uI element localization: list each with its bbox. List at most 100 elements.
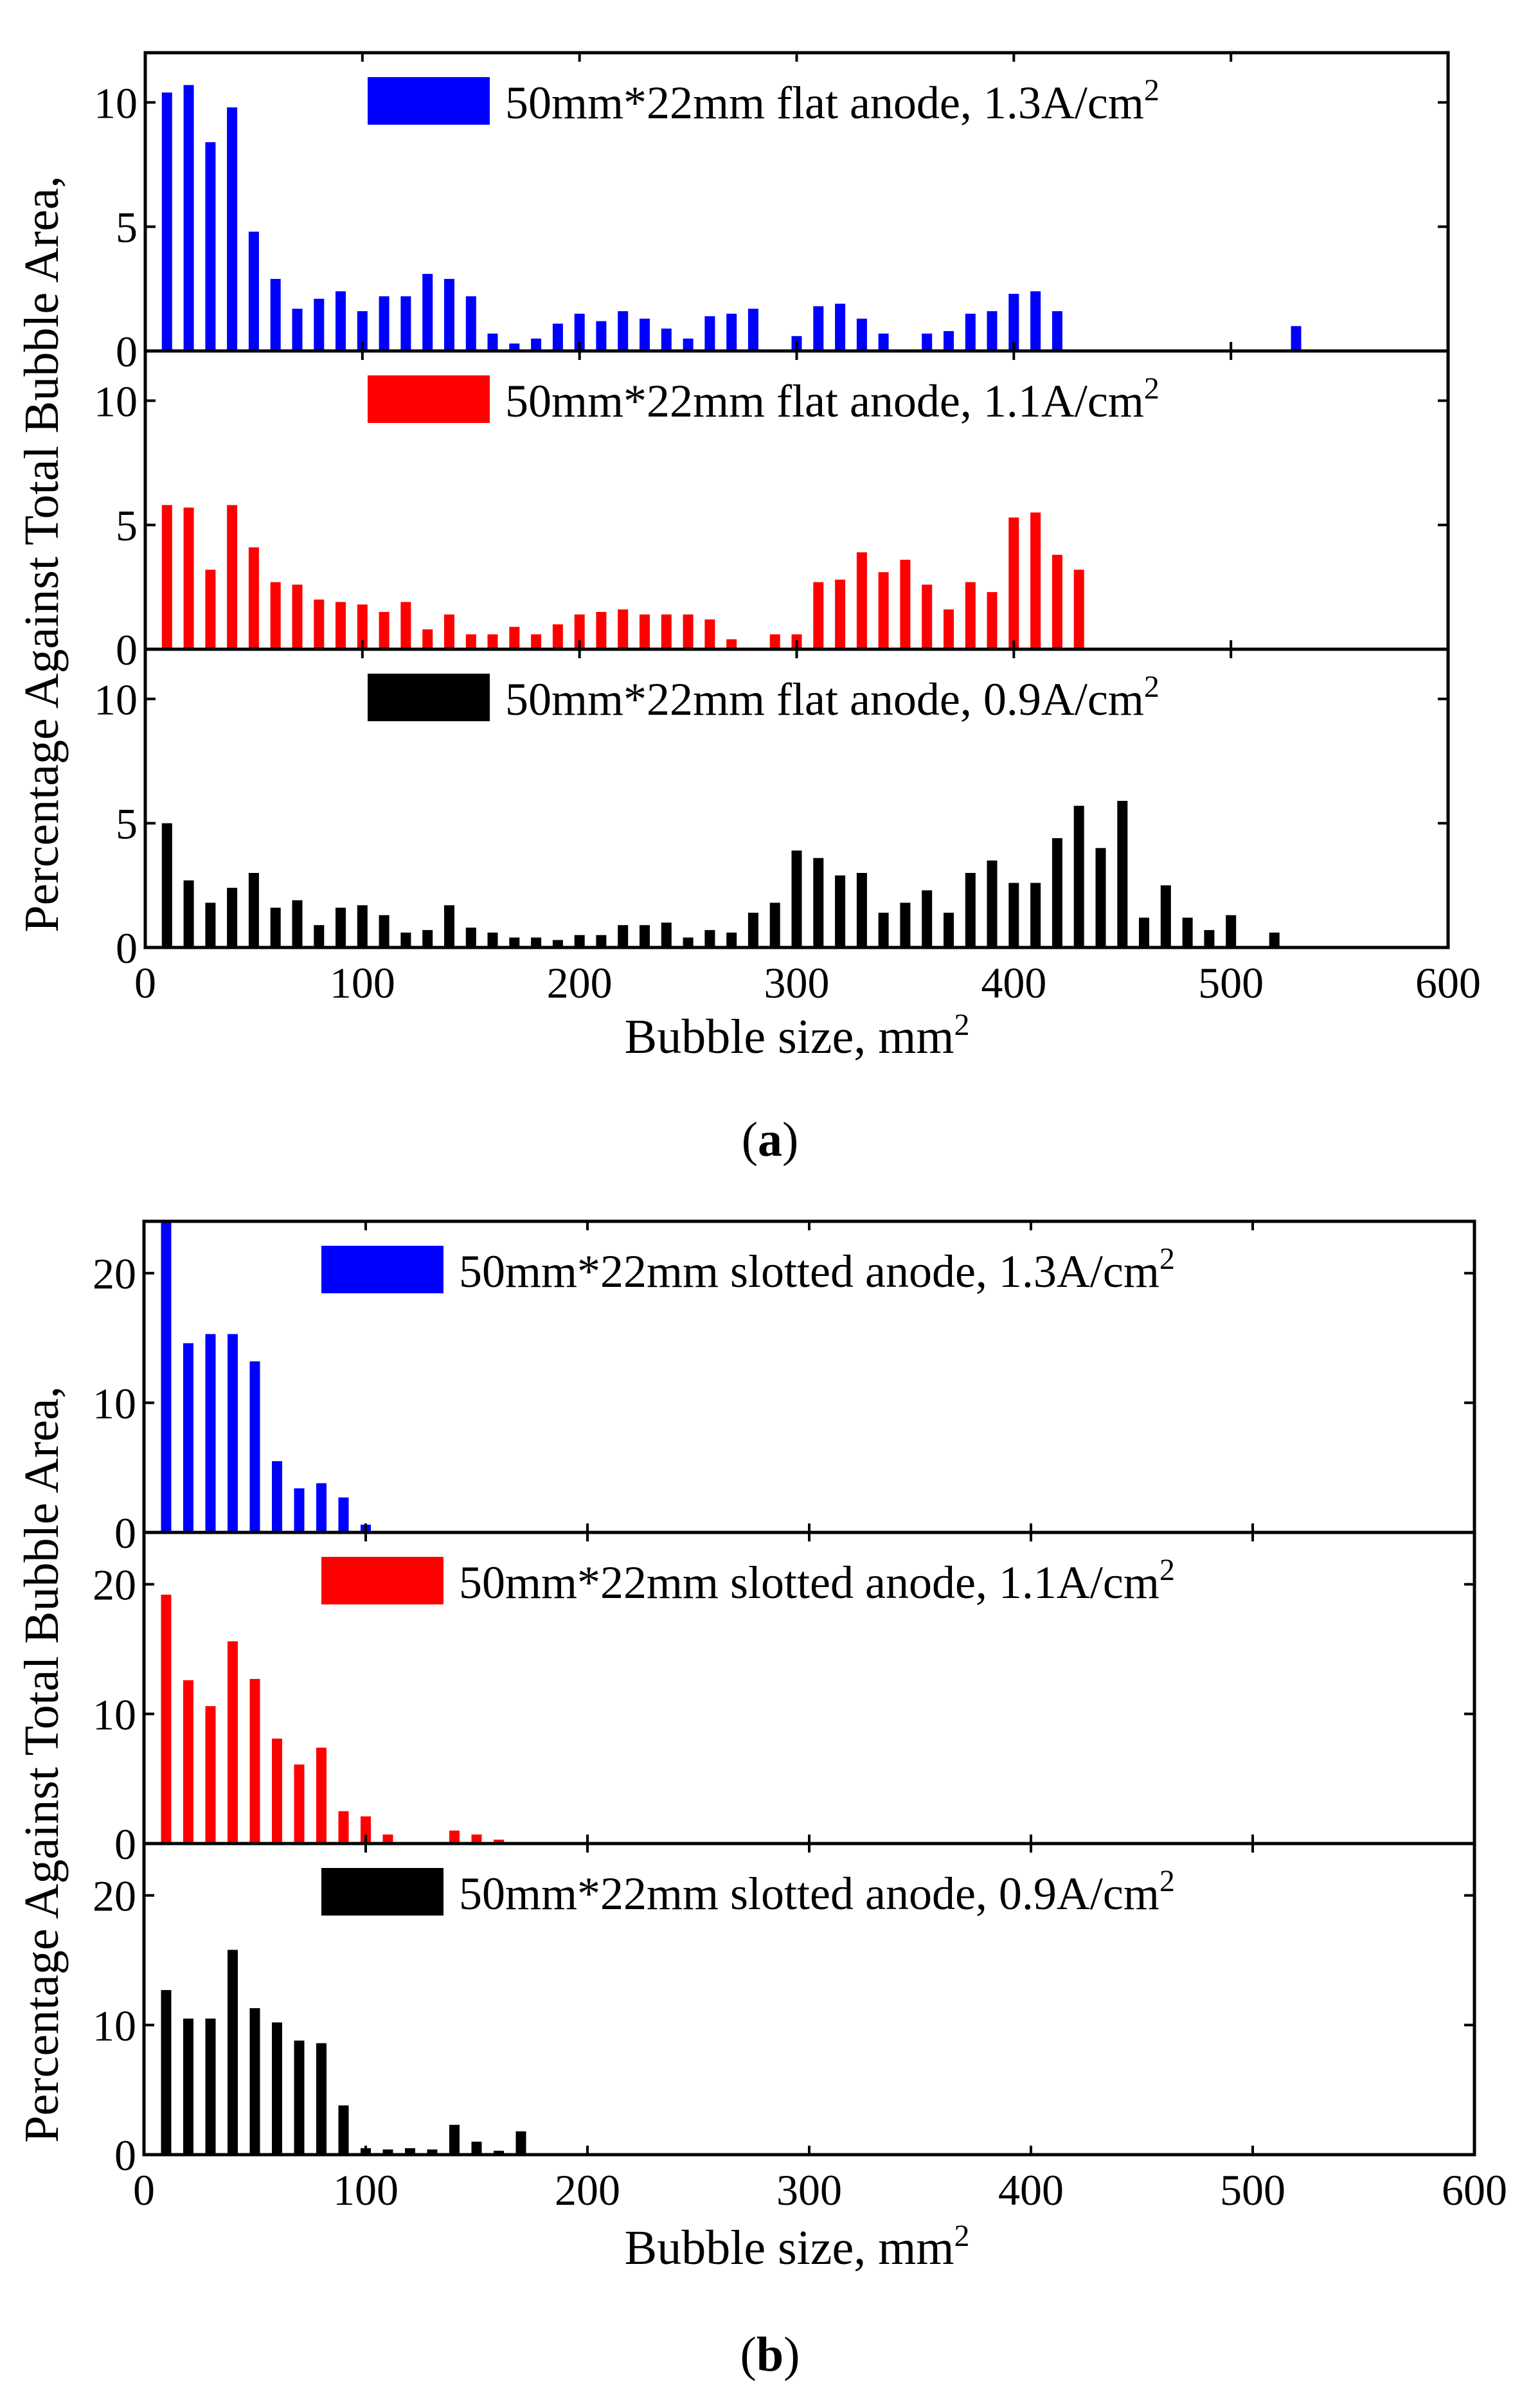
bar xyxy=(944,912,954,947)
bar xyxy=(292,584,303,649)
x-tick-label: 100 xyxy=(333,2166,398,2214)
bar xyxy=(336,602,346,649)
caption-letter: a xyxy=(758,1113,782,1167)
bar xyxy=(249,1361,260,1532)
x-tick-label: 0 xyxy=(134,958,156,1007)
bar xyxy=(494,1839,504,1844)
bar xyxy=(294,2040,305,2155)
legend-label: 50mm*22mm slotted anode, 1.1A/cm2 xyxy=(459,1553,1175,1608)
bar xyxy=(465,928,476,947)
bar xyxy=(422,629,433,649)
bar xyxy=(161,505,172,649)
y-axis-title: Percentage Against Total Bubble Area, xyxy=(15,1386,69,2142)
bar xyxy=(338,1811,349,1844)
bar xyxy=(292,900,303,947)
bar xyxy=(205,1706,216,1844)
bar xyxy=(965,873,976,947)
bar xyxy=(465,634,476,649)
y-tick-label: 0 xyxy=(114,1820,136,1869)
y-tick-label: 5 xyxy=(116,501,138,550)
bar xyxy=(248,547,259,649)
bar xyxy=(248,231,259,351)
legend-label: 50mm*22mm flat anode, 0.9A/cm2 xyxy=(505,670,1159,725)
bar xyxy=(618,609,629,649)
bar xyxy=(509,343,520,351)
y-tick-label: 10 xyxy=(94,377,138,426)
legend-label-superscript: 2 xyxy=(1159,1242,1175,1276)
bar xyxy=(336,291,346,351)
bar xyxy=(813,857,824,947)
bar xyxy=(596,321,607,351)
bar xyxy=(661,922,672,947)
bar xyxy=(314,925,325,947)
bar xyxy=(205,142,216,351)
bar xyxy=(1269,932,1280,947)
bar xyxy=(878,333,889,351)
legend-label-main: 50mm*22mm slotted anode, 1.3A/cm xyxy=(459,1246,1159,1297)
bar xyxy=(1052,311,1062,351)
bar xyxy=(987,860,998,947)
x-tick-label: 500 xyxy=(1198,958,1264,1007)
bar xyxy=(314,298,325,351)
bar xyxy=(596,612,607,649)
bar xyxy=(856,873,867,947)
legend-label: 50mm*22mm slotted anode, 0.9A/cm2 xyxy=(459,1864,1175,1919)
bar xyxy=(552,624,563,649)
legend-swatch xyxy=(321,1868,443,1916)
bar xyxy=(487,333,498,351)
legend-label-superscript: 2 xyxy=(1159,1864,1175,1898)
bar xyxy=(422,929,433,947)
bar xyxy=(427,2149,438,2155)
bar xyxy=(183,507,194,649)
bar xyxy=(444,614,454,649)
bar xyxy=(900,902,911,947)
bar xyxy=(400,932,411,947)
bar xyxy=(338,1497,349,1532)
bar xyxy=(704,316,715,351)
bar xyxy=(294,1764,305,1844)
bar xyxy=(1291,326,1302,351)
bar xyxy=(183,1680,193,1844)
panel-slotted-0.9: 0 10 20 50mm*22mm slotted anode, 0.9A/cm2 xyxy=(93,1842,1476,2180)
bar xyxy=(471,1834,482,1844)
bar xyxy=(183,85,194,352)
bar xyxy=(227,107,238,351)
bar xyxy=(922,890,933,947)
y-tick-label: 10 xyxy=(93,1379,136,1428)
caption-b: (b) xyxy=(740,2328,800,2382)
bar xyxy=(596,935,607,947)
bar xyxy=(161,1221,172,1532)
bar xyxy=(1008,883,1019,947)
legend-label-superscript: 2 xyxy=(1159,1553,1175,1587)
bar xyxy=(769,902,780,947)
x-axis-title: Bubble size, mm2 xyxy=(625,2219,970,2275)
bar xyxy=(835,875,846,947)
bar xyxy=(272,2022,282,2155)
bar xyxy=(531,338,542,351)
x-tick-label: 100 xyxy=(330,958,395,1007)
caption-letter: b xyxy=(757,2328,783,2382)
bar xyxy=(835,303,846,351)
bar xyxy=(661,328,672,351)
y-tick-label: 10 xyxy=(93,2001,136,2050)
bar xyxy=(205,570,216,649)
bar xyxy=(1139,917,1149,947)
bar xyxy=(683,338,694,351)
bar xyxy=(227,505,238,649)
bar xyxy=(249,2008,260,2155)
bar xyxy=(357,604,368,649)
bar xyxy=(205,902,216,947)
y-tick-label: 0 xyxy=(116,625,138,674)
bar xyxy=(618,311,629,351)
bar xyxy=(161,823,172,947)
bar xyxy=(1073,570,1084,649)
bar xyxy=(494,2150,504,2155)
bar xyxy=(422,274,433,351)
y-tick-label: 10 xyxy=(93,1690,136,1739)
legend-swatch xyxy=(321,1246,443,1293)
bar xyxy=(1073,805,1084,947)
bar xyxy=(449,1830,460,1844)
bar xyxy=(316,1747,327,1844)
x-tick-label: 400 xyxy=(981,958,1046,1007)
